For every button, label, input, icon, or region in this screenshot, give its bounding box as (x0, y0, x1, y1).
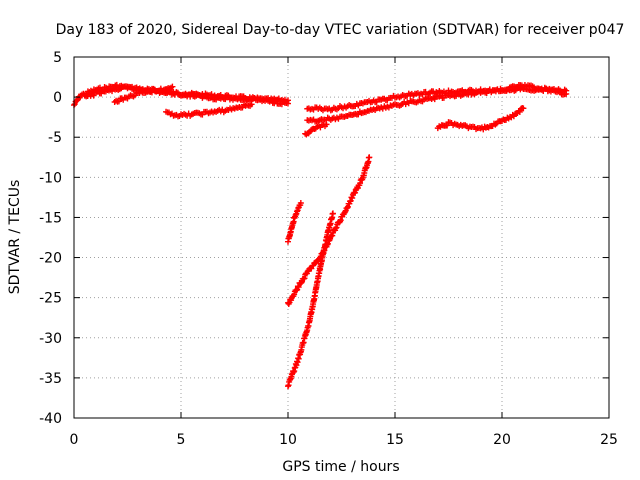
data-point (344, 203, 351, 210)
data-point (337, 217, 344, 224)
data-point (248, 101, 255, 108)
series-arc-11 (434, 104, 527, 133)
x-tick-label: 25 (600, 432, 618, 448)
data-point (516, 108, 523, 115)
y-tick-label: -35 (39, 371, 62, 387)
data-point (366, 154, 373, 161)
y-axis-label: SDTVAR / TECUs (7, 180, 23, 295)
x-tick-label: 5 (177, 432, 186, 448)
y-tick-label: -25 (39, 291, 62, 307)
data-point (293, 287, 300, 294)
data-point (298, 279, 305, 286)
data-point (444, 122, 451, 129)
y-tick-label: -5 (48, 130, 62, 146)
chart-title: Day 183 of 2020, Sidereal Day-to-day VTE… (56, 22, 625, 38)
data-point (294, 283, 301, 290)
x-tick-label: 10 (279, 432, 297, 448)
data-point (333, 224, 340, 231)
grid-lines (74, 57, 609, 418)
x-tick-label: 15 (386, 432, 404, 448)
y-tick-label: -40 (39, 411, 62, 427)
data-point (563, 90, 570, 97)
data-point (344, 204, 351, 211)
data-point (357, 180, 364, 187)
y-tick-label: 5 (53, 50, 62, 66)
data-point (342, 208, 349, 215)
data-point (297, 200, 304, 207)
series-arc-10 (304, 82, 570, 125)
y-tick-label: -15 (39, 210, 62, 226)
data-point (301, 275, 308, 282)
series-arc-3 (111, 83, 176, 106)
x-tick-label: 20 (493, 432, 511, 448)
x-axis-label: GPS time / hours (282, 459, 399, 475)
data-point (332, 225, 339, 232)
data-point (291, 291, 298, 298)
series-arc-4 (163, 101, 255, 120)
y-tick-label: -10 (39, 170, 62, 186)
data-point (169, 83, 176, 90)
series-arc-8 (302, 121, 330, 138)
data-point (520, 105, 527, 112)
data-point (329, 210, 336, 217)
data-point (285, 100, 291, 107)
axis-ticks: 0 5 10 15 20 25 5 0 -5 -10 -15 -20 -25 -30 -35 -40 (39, 50, 618, 448)
data-series (71, 81, 570, 390)
series-arc-6 (285, 154, 373, 307)
data-point (329, 232, 336, 239)
data-point (352, 189, 359, 196)
data-point (295, 284, 302, 291)
y-tick-label: 0 (53, 90, 62, 106)
series-arc-7 (285, 210, 336, 390)
data-point (337, 218, 344, 225)
plot-frame (73, 56, 610, 419)
y-tick-label: -20 (39, 251, 62, 267)
x-tick-label: 0 (70, 432, 79, 448)
data-point (349, 195, 356, 202)
series-arc-5 (285, 200, 304, 245)
data-point (90, 92, 97, 99)
y-tick-label: -30 (39, 331, 62, 347)
